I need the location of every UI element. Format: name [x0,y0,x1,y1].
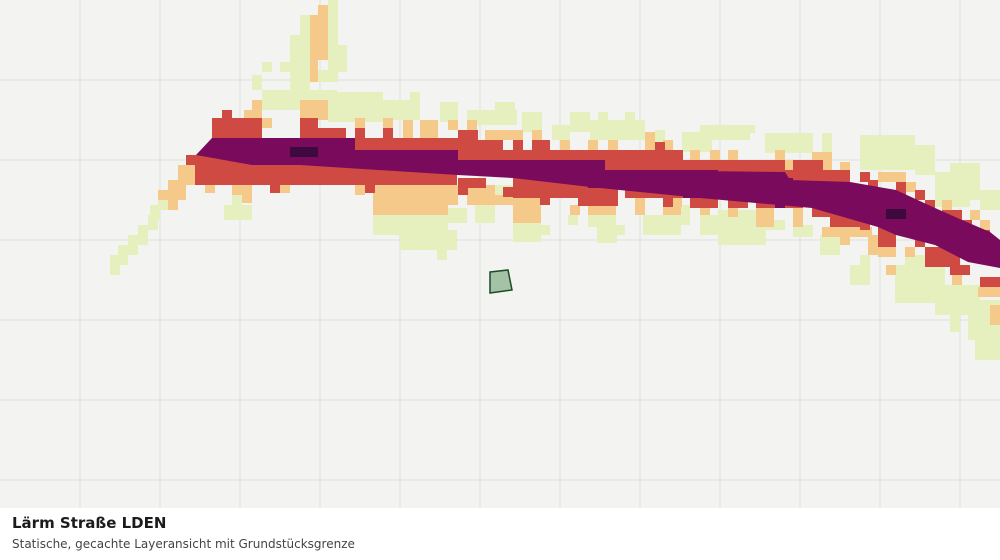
noise-zone-level-1 [110,0,1000,360]
map-caption: Lärm Straße LDEN Statische, gecachte Lay… [0,508,1000,560]
map-subtitle: Statische, gecachte Layeransicht mit Gru… [12,537,355,551]
map-background [0,0,1000,508]
map-title: Lärm Straße LDEN [12,514,167,532]
noise-map-view[interactable] [0,0,1000,508]
noise-map-canvas [0,0,1000,508]
noise-zone-level-4 [196,138,1000,268]
noise-zone-level-2 [158,5,1000,325]
parcel-boundary [489,269,513,294]
noise-zone-level-5 [290,147,906,219]
